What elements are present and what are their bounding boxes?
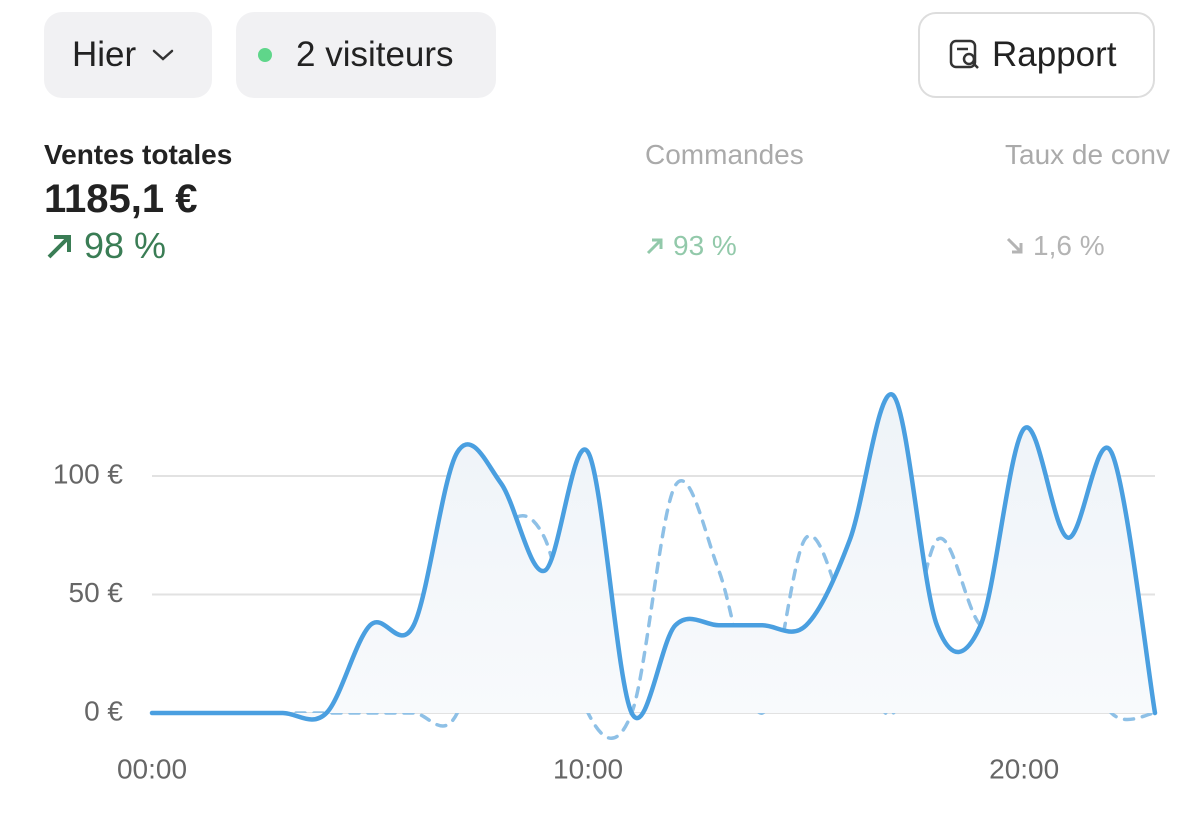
metric-change-value: 1,6 %: [1033, 230, 1105, 261]
y-tick-label: 50 €: [69, 577, 124, 608]
metric-label: Taux de conv: [1005, 139, 1170, 170]
visitors-label: 2 visiteurs: [296, 35, 454, 74]
visitors-badge[interactable]: 2 visiteurs: [236, 12, 496, 98]
date-label: Hier: [72, 35, 137, 74]
metric-orders: Commandes 93 %: [645, 136, 985, 268]
y-tick-label: 100 €: [53, 458, 123, 489]
metric-value: 1185,1 €: [44, 177, 198, 221]
y-tick-label: 0 €: [84, 695, 123, 726]
metric-change: 98 %: [44, 224, 604, 268]
report-button[interactable]: Rapport: [918, 12, 1155, 98]
metric-label: Commandes: [645, 139, 804, 170]
x-tick-label: 10:00: [553, 753, 623, 784]
metric-sales: Ventes totales 1185,1 € 98 %: [44, 136, 604, 268]
down-arrow: [1006, 237, 1023, 254]
metric-change: 1,6 %: [1005, 224, 1200, 268]
metric-change-value: 93 %: [673, 230, 737, 261]
x-tick-label: 00:00: [117, 753, 187, 784]
line: [149, 392, 1158, 722]
up-arrow: [646, 238, 663, 255]
report-icon: [949, 39, 979, 69]
report-label: Rapport: [992, 35, 1117, 74]
area: [152, 394, 1155, 720]
metric-label: Ventes totales: [44, 139, 233, 170]
metric-change: 93 %: [645, 224, 985, 268]
live-dot: [258, 48, 272, 62]
chevron: [152, 49, 174, 61]
metric-change-value: 98 %: [84, 225, 167, 266]
date-button[interactable]: Hier: [44, 12, 212, 98]
x-tick-label: 20:00: [989, 753, 1059, 784]
metric-conversion: Taux de conv 1,6 %: [1005, 136, 1200, 268]
up-arrow: [47, 235, 71, 259]
